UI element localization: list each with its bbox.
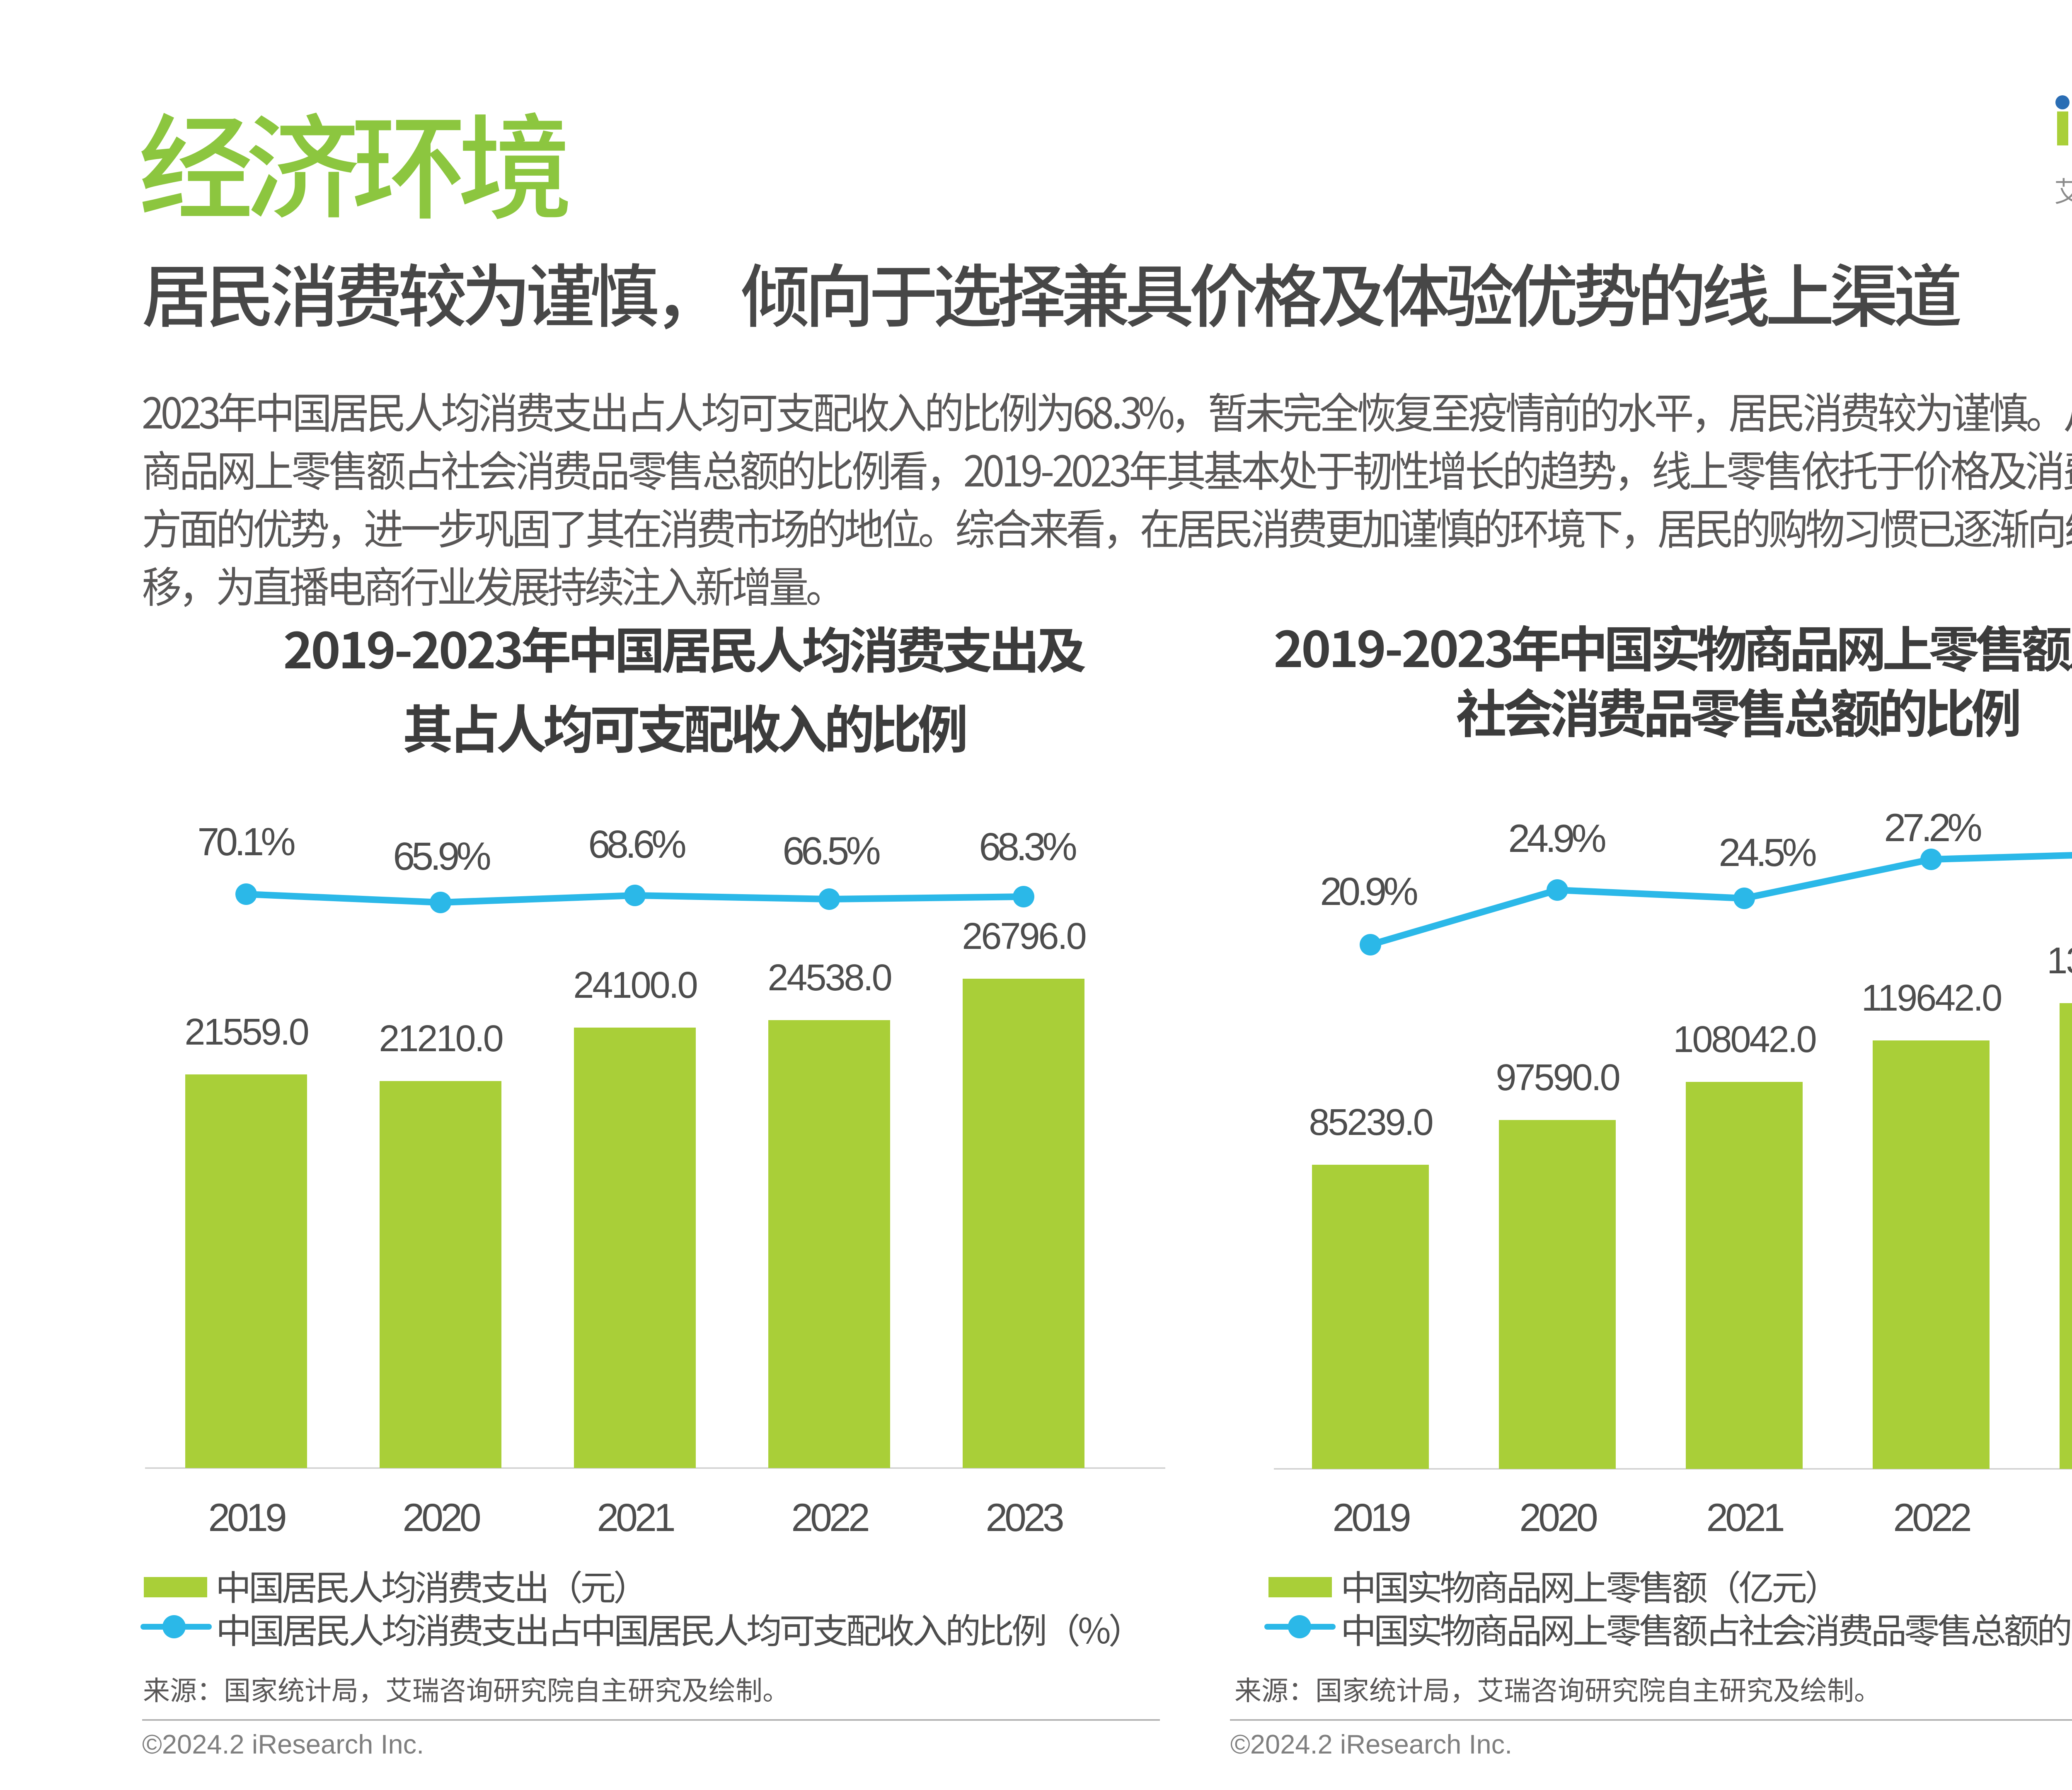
svg-text:2021: 2021: [1706, 1496, 1784, 1540]
svg-text:2020: 2020: [1519, 1496, 1597, 1540]
svg-text:85239.0: 85239.0: [1309, 1102, 1432, 1143]
svg-text:119642.0: 119642.0: [1861, 977, 2002, 1019]
svg-text:66.5%: 66.5%: [782, 829, 880, 873]
svg-text:21210.0: 21210.0: [379, 1018, 502, 1059]
svg-text:21559.0: 21559.0: [184, 1011, 308, 1053]
svg-text:2021: 2021: [597, 1496, 674, 1540]
svg-text:68.3%: 68.3%: [979, 825, 1076, 869]
svg-text:2022: 2022: [1893, 1496, 1970, 1540]
svg-text:2020: 2020: [402, 1496, 480, 1540]
svg-text:24.9%: 24.9%: [1508, 817, 1605, 861]
svg-text:68.6%: 68.6%: [588, 822, 685, 866]
svg-text:27.2%: 27.2%: [1884, 806, 1981, 850]
svg-text:©2024.2 iResearch Inc.: ©2024.2 iResearch Inc.: [1230, 1729, 1512, 1759]
svg-text:2019: 2019: [208, 1496, 286, 1540]
svg-text:24100.0: 24100.0: [573, 965, 697, 1006]
svg-text:26796.0: 26796.0: [962, 916, 1085, 957]
svg-text:65.9%: 65.9%: [393, 835, 490, 878]
svg-text:24.5%: 24.5%: [1719, 831, 1816, 875]
svg-text:108042.0: 108042.0: [1673, 1019, 1815, 1060]
svg-text:©2024.2 iResearch Inc.: ©2024.2 iResearch Inc.: [142, 1729, 424, 1759]
svg-text:70.1%: 70.1%: [197, 820, 295, 864]
svg-text:2022: 2022: [791, 1496, 869, 1540]
svg-text:130174.0: 130174.0: [2047, 940, 2072, 982]
svg-text:20.9%: 20.9%: [1320, 870, 1417, 914]
svg-text:2019: 2019: [1332, 1496, 1410, 1540]
svg-text:2023: 2023: [985, 1496, 1063, 1540]
svg-text:24538.0: 24538.0: [767, 957, 891, 999]
svg-text:97590.0: 97590.0: [1496, 1057, 1619, 1098]
